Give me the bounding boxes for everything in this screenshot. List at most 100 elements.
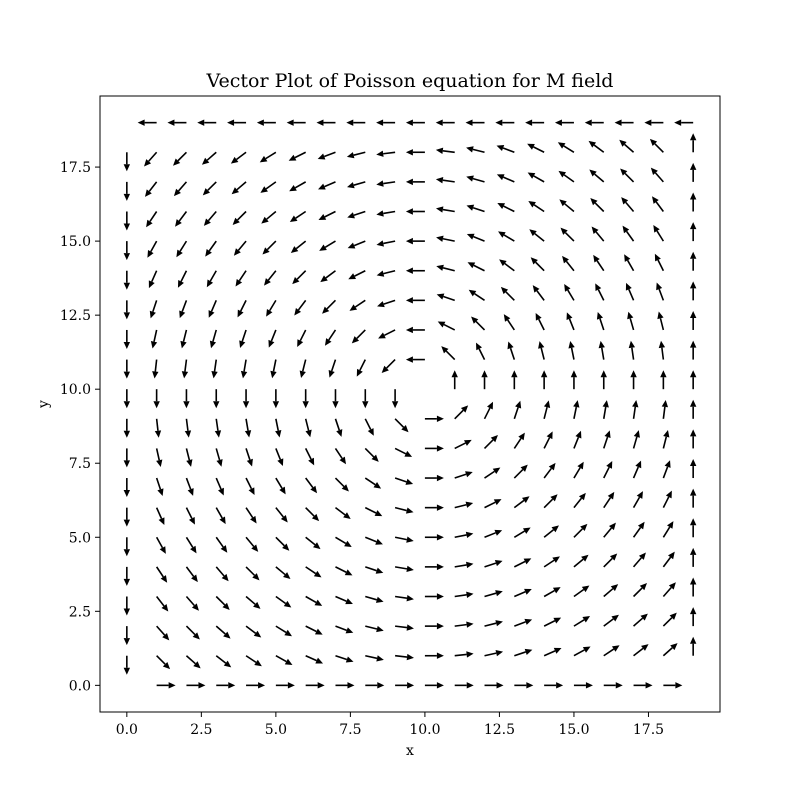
vector-arrow xyxy=(424,563,444,571)
vector-arrow xyxy=(275,682,295,689)
vector-arrow xyxy=(451,370,458,390)
vector-arrow xyxy=(123,389,131,409)
vector-arrow xyxy=(538,341,545,360)
vector-arrow xyxy=(481,370,488,390)
y-tick-label: 10.0 xyxy=(60,382,91,398)
vector-arrow xyxy=(394,418,409,433)
vector-arrow xyxy=(595,283,605,301)
vector-arrow xyxy=(651,196,665,212)
vector-arrow xyxy=(498,231,515,242)
vector-arrow xyxy=(405,178,425,186)
vector-arrow xyxy=(156,682,176,689)
vector-arrow xyxy=(544,682,564,689)
vector-arrow xyxy=(395,653,414,661)
vector-arrow xyxy=(573,461,584,479)
vector-arrow xyxy=(305,654,324,664)
vector-arrow xyxy=(177,270,188,288)
vector-arrow xyxy=(689,459,697,479)
vector-arrow xyxy=(435,147,455,154)
vector-arrow xyxy=(365,682,385,689)
vector-arrow xyxy=(299,359,307,379)
vector-arrow xyxy=(289,181,307,192)
vector-arrow xyxy=(206,270,217,288)
vector-arrow xyxy=(584,119,604,126)
vector-arrow xyxy=(507,341,516,360)
vector-arrow xyxy=(155,566,168,583)
vector-arrow xyxy=(653,225,665,242)
vector-arrow xyxy=(394,595,414,602)
vector-arrow xyxy=(197,119,217,126)
vector-arrow xyxy=(275,566,291,580)
vector-arrow xyxy=(441,346,456,361)
vector-arrow xyxy=(602,400,609,419)
vector-arrow xyxy=(424,445,444,452)
vector-arrow xyxy=(424,593,444,600)
vector-arrow xyxy=(365,625,384,633)
vector-arrow xyxy=(305,507,320,522)
vector-arrow xyxy=(437,321,456,331)
vector-arrow xyxy=(183,389,190,409)
vector-arrow xyxy=(394,477,414,485)
vector-arrow xyxy=(335,507,351,520)
vector-arrow xyxy=(394,565,414,573)
vector-arrow xyxy=(230,151,247,164)
vector-arrow xyxy=(405,267,425,274)
vector-arrow xyxy=(184,418,192,438)
vector-arrow xyxy=(689,281,697,301)
vector-arrow xyxy=(185,536,197,554)
vector-arrow xyxy=(662,612,677,627)
vector-arrow xyxy=(235,270,247,287)
vector-arrow xyxy=(602,430,611,449)
vector-arrow xyxy=(245,655,262,667)
vector-arrow xyxy=(365,654,384,662)
vector-arrow xyxy=(275,418,282,438)
vector-arrow xyxy=(364,418,374,436)
y-tick-label: 2.5 xyxy=(69,604,91,620)
vector-arrow xyxy=(662,551,675,568)
vector-arrow xyxy=(123,507,131,527)
vector-arrow xyxy=(156,655,171,670)
vector-arrow xyxy=(240,359,248,379)
vector-arrow xyxy=(305,477,318,494)
vector-arrow xyxy=(689,133,697,153)
vector-arrow xyxy=(424,682,444,689)
vector-arrow xyxy=(654,253,665,272)
vector-arrow xyxy=(573,430,582,449)
vector-arrow xyxy=(173,181,188,197)
vector-arrow xyxy=(662,521,674,538)
vector-arrow xyxy=(123,300,131,320)
x-tick-label: 0.0 xyxy=(116,722,138,738)
vector-arrow xyxy=(662,582,676,598)
vector-arrow xyxy=(424,415,444,423)
vector-arrow xyxy=(454,501,474,509)
vector-arrow xyxy=(405,119,425,126)
vector-arrow xyxy=(513,464,528,479)
vector-arrow xyxy=(264,270,277,286)
vector-arrow xyxy=(483,401,494,420)
vector-arrow xyxy=(215,448,223,467)
vector-arrow xyxy=(529,229,545,242)
vector-arrow xyxy=(466,175,485,183)
x-axis-label: x xyxy=(406,743,414,759)
vector-arrow xyxy=(215,595,230,610)
vector-arrow xyxy=(424,534,444,541)
vector-arrow xyxy=(275,507,288,523)
vector-arrow xyxy=(154,418,162,438)
vector-arrow xyxy=(231,181,247,195)
vector-arrow xyxy=(201,151,217,165)
vector-arrow xyxy=(155,477,164,497)
vector-arrow xyxy=(394,506,414,514)
vector-arrow xyxy=(208,300,217,318)
vector-arrow xyxy=(391,389,399,409)
vector-arrow xyxy=(256,119,276,126)
vector-arrow xyxy=(318,210,336,220)
vector-arrow xyxy=(644,119,664,126)
vector-arrow xyxy=(593,254,605,272)
vector-arrow xyxy=(394,536,414,543)
vector-arrow xyxy=(147,240,158,258)
vector-arrow xyxy=(543,617,562,627)
vector-arrow xyxy=(689,429,697,449)
vector-arrow xyxy=(496,145,515,154)
vector-arrow xyxy=(454,621,474,628)
vector-arrow xyxy=(364,477,382,489)
